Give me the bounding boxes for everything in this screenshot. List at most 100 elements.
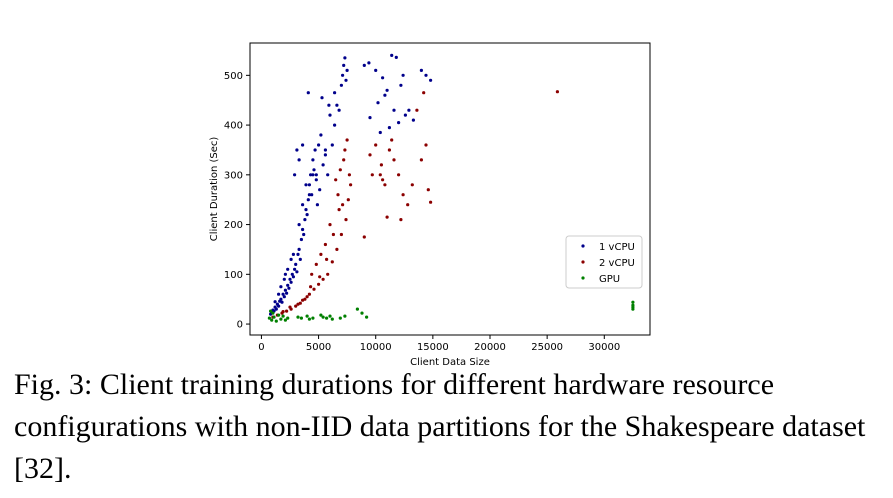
data-point: [355, 307, 359, 311]
data-point: [283, 318, 287, 322]
data-point: [293, 173, 297, 177]
data-point: [318, 275, 322, 279]
data-point: [319, 313, 323, 317]
data-point: [307, 317, 311, 321]
data-point: [283, 272, 287, 276]
data-point: [336, 193, 340, 197]
data-point: [301, 143, 305, 147]
data-point: [312, 168, 316, 172]
data-point: [320, 96, 324, 100]
data-point: [387, 126, 391, 130]
data-point: [362, 63, 366, 67]
data-point: [326, 272, 330, 276]
data-point: [321, 277, 325, 281]
data-point: [293, 267, 297, 271]
data-point: [286, 316, 290, 320]
data-point: [269, 309, 273, 313]
data-point: [297, 223, 301, 227]
data-point: [289, 280, 293, 284]
data-point: [339, 232, 343, 237]
y-tick-label: 100: [224, 270, 243, 281]
data-point: [281, 310, 285, 314]
data-point: [334, 178, 338, 182]
data-point: [362, 235, 366, 239]
data-point: [314, 178, 318, 182]
data-point: [267, 316, 271, 320]
y-axis-label: Client Duration (Sec): [209, 137, 220, 242]
data-point: [295, 148, 299, 152]
series-gpu: [267, 300, 635, 323]
data-point: [321, 163, 325, 167]
data-point: [310, 193, 314, 197]
data-point: [385, 88, 389, 92]
data-point: [330, 260, 334, 264]
y-tick-label: 300: [224, 170, 243, 181]
data-point: [378, 130, 382, 135]
data-point: [312, 287, 316, 291]
data-point: [335, 247, 339, 251]
data-point: [328, 314, 332, 318]
data-point: [325, 257, 329, 261]
data-point: [397, 173, 401, 177]
data-point: [296, 252, 300, 256]
data-point: [341, 203, 345, 207]
data-point: [301, 298, 305, 302]
data-point: [311, 316, 315, 320]
data-point: [344, 218, 348, 222]
x-axis: 0 5000 10000 15000 20000 25000 30000: [258, 335, 620, 353]
data-point: [374, 143, 378, 147]
data-point: [376, 101, 380, 105]
data-point: [349, 183, 353, 187]
data-point: [297, 158, 301, 162]
data-point: [419, 158, 423, 162]
point-layer: [267, 53, 635, 323]
data-point: [337, 208, 341, 212]
data-point: [314, 262, 318, 266]
data-point: [309, 285, 313, 289]
data-point: [314, 173, 318, 177]
data-point: [335, 103, 339, 107]
data-point: [274, 307, 278, 311]
series-2vcpu: [271, 90, 560, 319]
data-point: [399, 218, 403, 222]
data-point: [401, 73, 405, 77]
legend-box: [565, 235, 643, 289]
data-point: [347, 173, 351, 177]
data-point: [297, 247, 301, 251]
data-point: [299, 237, 303, 242]
data-point: [330, 317, 334, 321]
y-tick-label: 0: [237, 320, 243, 331]
data-point: [327, 103, 331, 107]
data-point: [343, 56, 347, 60]
data-point: [294, 304, 298, 308]
data-point: [279, 317, 283, 321]
data-point: [390, 138, 394, 142]
data-point: [311, 173, 315, 177]
plot-area: [250, 43, 650, 335]
data-point: [326, 173, 330, 177]
data-point: [338, 168, 342, 172]
data-point: [631, 300, 635, 304]
data-point: [285, 291, 289, 295]
data-point: [365, 315, 369, 319]
data-point: [323, 242, 327, 247]
plot-frame: [249, 42, 651, 336]
data-point: [397, 121, 401, 125]
data-point: [282, 277, 286, 281]
data-point: [426, 188, 430, 192]
y-tick-label: 500: [224, 71, 243, 82]
data-point: [337, 108, 341, 112]
legend-label-1vcpu: 1 vCPU: [599, 242, 635, 253]
data-point: [296, 302, 300, 306]
data-point: [390, 53, 394, 58]
data-point: [419, 68, 423, 72]
data-point: [287, 286, 291, 290]
data-point: [331, 232, 335, 237]
x-tick-label: 0: [258, 342, 264, 353]
series-1vcpu: [269, 53, 433, 316]
y-tick-label: 400: [224, 121, 243, 132]
data-point: [303, 218, 307, 222]
x-tick-label: 5000: [306, 342, 331, 353]
data-point: [343, 314, 347, 318]
legend: 1 vCPU 2 vCPU GPU: [565, 235, 643, 289]
